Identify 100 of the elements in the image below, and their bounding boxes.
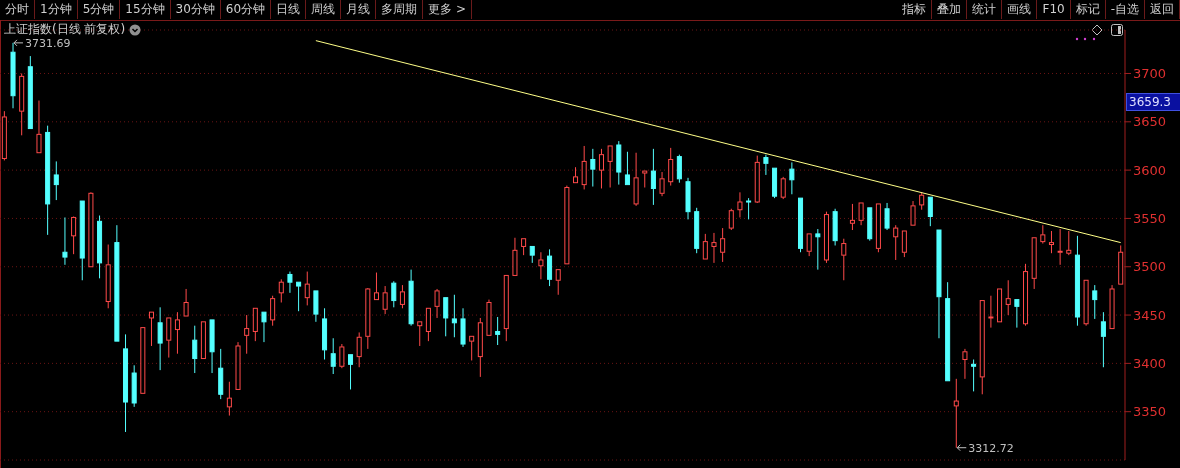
- candlestick: [1109, 284, 1115, 330]
- candlestick: [1040, 224, 1046, 245]
- candlestick: [209, 319, 215, 374]
- y-tick-label: 3500: [1133, 259, 1167, 275]
- candlestick: [425, 307, 431, 342]
- text: 更多 >: [423, 0, 472, 19]
- candlestick: [53, 160, 59, 201]
- candlestick: [659, 171, 665, 197]
- candlestick: [607, 145, 613, 189]
- candlestick: [451, 294, 457, 338]
- annotation: 3731.69: [24, 36, 71, 50]
- candlestick: [555, 269, 561, 296]
- candlestick: [711, 232, 717, 264]
- candlestick: [503, 274, 509, 342]
- text: 60分钟: [220, 0, 272, 19]
- candlestick: [962, 348, 968, 380]
- candlestick: [348, 354, 354, 390]
- candlestick: [953, 378, 959, 449]
- y-tick-label: 3450: [1133, 307, 1167, 323]
- text: 30分钟: [170, 0, 221, 19]
- candlestick: [417, 321, 423, 347]
- text: 日线: [271, 0, 307, 19]
- candlestick: [1005, 279, 1011, 316]
- candlestick: [685, 177, 691, 220]
- candlestick: [1031, 237, 1037, 290]
- text: 叠加: [932, 0, 968, 19]
- candlestick: [668, 147, 674, 187]
- candlestick: [313, 290, 319, 323]
- candlestick: [339, 343, 345, 369]
- candlestick: [71, 216, 77, 255]
- candlestick: [936, 229, 942, 339]
- candlestick: [296, 281, 302, 312]
- candlestick: [1118, 244, 1124, 285]
- candlestick: [192, 325, 198, 374]
- candlestick: [140, 327, 146, 394]
- candlestick: [123, 333, 129, 433]
- candlestick: [79, 200, 85, 281]
- candlestick: [10, 42, 16, 109]
- text: 月线: [341, 0, 377, 19]
- candlestick: [573, 166, 579, 184]
- text: 周线: [306, 0, 342, 19]
- candlestick: [114, 224, 120, 342]
- candlestick: [443, 297, 449, 337]
- candlestick: [261, 311, 267, 343]
- candlestick: [997, 288, 1003, 323]
- y-tick-label: 3550: [1133, 211, 1167, 227]
- y-tick-label: 3400: [1133, 355, 1167, 371]
- candlestick: [927, 196, 933, 227]
- text: 统计: [967, 0, 1003, 19]
- candlestick: [252, 307, 258, 342]
- text: F10: [1037, 0, 1071, 19]
- annotation: 3312.72: [968, 441, 1014, 455]
- candlestick: [36, 100, 42, 154]
- chart-title: 上证指数(日线 前复权): [4, 21, 126, 38]
- candlestick: [590, 148, 596, 188]
- candlestick: [720, 227, 726, 263]
- candlestick: [1100, 311, 1106, 368]
- candlestick: [633, 152, 639, 207]
- candlestick: [287, 271, 293, 294]
- candlestick: [979, 300, 985, 395]
- candlestick: [434, 288, 440, 319]
- text: 画线: [1002, 0, 1038, 19]
- text: 分时: [0, 0, 35, 19]
- candlestick: [650, 148, 656, 206]
- candlestick: [235, 341, 241, 390]
- candlestick: [19, 72, 25, 136]
- candlestick: [157, 306, 163, 371]
- candlestick: [244, 314, 250, 355]
- text: 多周期: [376, 0, 424, 19]
- candlestick: [832, 208, 838, 246]
- candlestick: [27, 55, 33, 130]
- candlestick: [356, 331, 362, 368]
- candlestick: [408, 269, 414, 327]
- candlestick: [642, 170, 648, 189]
- candlestick: [624, 151, 630, 186]
- candlestick: [166, 317, 172, 359]
- candlestick: [737, 191, 743, 218]
- candlestick: [382, 285, 388, 315]
- candlestick: [183, 288, 189, 317]
- candlestick: [148, 311, 154, 347]
- y-tick-label: 3350: [1133, 404, 1167, 420]
- candlestick: [373, 272, 379, 301]
- candlestick: [512, 237, 518, 276]
- candlestick: [322, 307, 328, 361]
- text: 返回: [1145, 0, 1180, 19]
- text: -自选: [1105, 0, 1145, 19]
- candlestick: [945, 281, 951, 382]
- candlestick: [910, 200, 916, 226]
- y-tick-label: 3600: [1133, 162, 1167, 178]
- candlestick: [988, 295, 994, 329]
- candlestick: [278, 278, 284, 303]
- candlestick: [1057, 228, 1063, 266]
- text: 15分钟: [120, 0, 171, 19]
- text: 标记: [1070, 0, 1106, 19]
- candlestick: [867, 207, 873, 242]
- candlestick: [858, 202, 864, 226]
- text: 指标: [897, 0, 933, 19]
- candlestick: [789, 161, 795, 195]
- candlestick: [495, 316, 501, 346]
- y-tick-label: 3650: [1133, 114, 1167, 130]
